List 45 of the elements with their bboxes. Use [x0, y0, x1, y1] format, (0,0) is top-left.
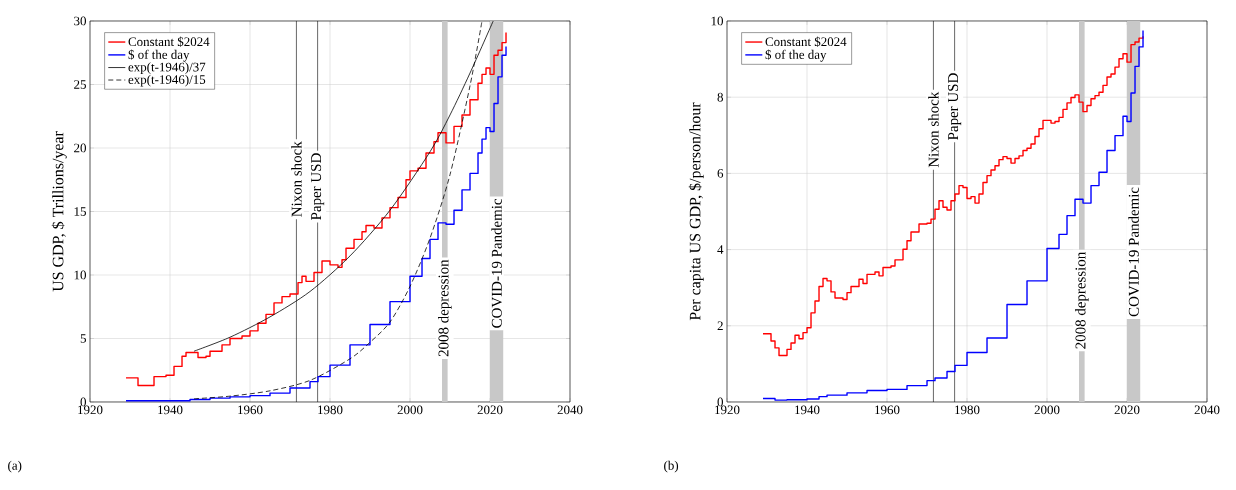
- y-tick-label: 15: [74, 207, 86, 216]
- text: (b): [664, 460, 679, 473]
- band-label: COVID-19 Pandemic: [491, 198, 502, 328]
- y-tick-label: 8: [717, 92, 723, 102]
- band-label: COVID-19 Pandemic: [1128, 187, 1139, 317]
- x-tick-label: 1980: [955, 405, 980, 415]
- legend-label: exp(t-1946)/15: [128, 74, 206, 87]
- y-axis-title: Per capita US GDP, $/person/hour: [688, 102, 704, 321]
- x-tick-label: 1920: [715, 405, 740, 415]
- y-tick-label: 10: [711, 16, 723, 26]
- y-tick-label: 5: [80, 334, 86, 343]
- legend-label: exp(t-1946)/37: [128, 62, 206, 75]
- band-label: 2008 depression: [438, 259, 452, 357]
- y-tick-label: 6: [717, 169, 724, 178]
- x-tick-label: 2040: [1194, 405, 1220, 415]
- legend-label: Constant $2024: [128, 36, 210, 47]
- band-label: 2008 depression: [1075, 252, 1089, 349]
- legend-label: $ of the day: [128, 49, 190, 62]
- y-tick-label: 20: [74, 143, 86, 153]
- y-tick-label: 0: [80, 397, 86, 407]
- x-tick-label: 2000: [397, 405, 423, 415]
- legend-label: $ of the day: [765, 49, 827, 62]
- text: (a): [8, 460, 22, 473]
- x-tick-label: 1940: [158, 405, 183, 415]
- y-tick-label: 25: [74, 80, 86, 89]
- x-tick-label: 1940: [795, 405, 820, 415]
- y-tick-label: 30: [74, 16, 86, 26]
- x-tick-label: 1980: [318, 405, 343, 415]
- y-tick-label: 0: [717, 397, 723, 407]
- y-axis-title: US GDP, $ Trillions/year: [51, 131, 67, 292]
- x-tick-label: 1920: [78, 405, 103, 415]
- legend-label: Constant $2024: [765, 36, 847, 47]
- ref-line-label: Nixon shock: [291, 141, 302, 217]
- x-tick-label: 2020: [1114, 405, 1140, 415]
- x-tick-label: 2000: [1034, 405, 1060, 415]
- x-tick-label: 1960: [875, 405, 900, 415]
- x-tick-label: 2020: [477, 405, 503, 415]
- y-tick-label: 4: [717, 245, 724, 254]
- ref-line-label: Nixon shock: [928, 91, 939, 168]
- ref-line-label: Paper USD: [311, 153, 325, 220]
- y-tick-label: 10: [74, 270, 86, 280]
- x-tick-label: 1960: [238, 405, 263, 415]
- ref-line-label: Paper USD: [948, 73, 962, 140]
- y-tick-label: 2: [717, 321, 723, 331]
- x-tick-label: 2040: [557, 405, 583, 415]
